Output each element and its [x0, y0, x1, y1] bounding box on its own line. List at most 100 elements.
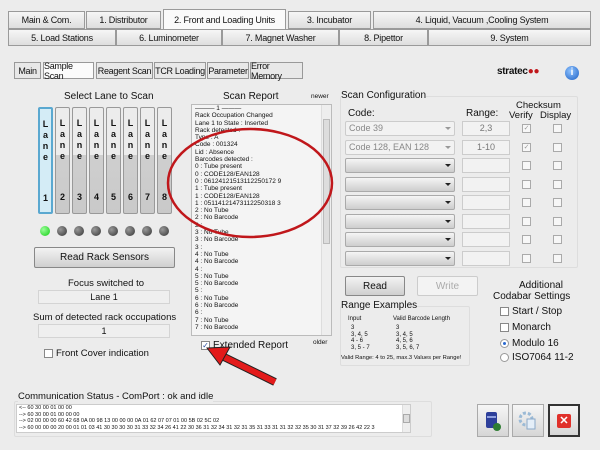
lane-letter: e	[93, 151, 99, 161]
code-select[interactable]	[345, 232, 455, 247]
verify-checkbox[interactable]	[522, 216, 531, 226]
display-checkbox[interactable]	[553, 161, 562, 170]
subtab-reagent-scan[interactable]: Reagent Scan	[96, 62, 153, 79]
subtab-tcr-loading[interactable]: TCR Loading	[154, 62, 206, 79]
scroll-thumb[interactable]	[403, 414, 410, 423]
tab-distributor[interactable]: 1. Distributor	[86, 11, 161, 29]
extended-report-checkbox[interactable]: ✓ Extended Report	[201, 340, 288, 351]
report-line: 2 :	[195, 221, 203, 229]
scan-report-list[interactable]: ——— 1 ——— Rack Occupation Changed Lane 1 t…	[191, 104, 332, 336]
tab-pipettor[interactable]: 8. Pipettor	[339, 29, 428, 46]
verify-checkbox[interactable]: ✓	[522, 142, 531, 152]
verify-checkbox[interactable]	[522, 179, 531, 189]
read-button[interactable]: Read	[345, 276, 405, 296]
tab-front-loading-units[interactable]: 2. Front and Loading Units	[163, 9, 286, 30]
range-input[interactable]	[462, 250, 510, 266]
range-input[interactable]: 2,3	[462, 121, 510, 136]
verify-checkbox[interactable]	[522, 253, 531, 263]
subtab-parameter[interactable]: Parameter	[207, 62, 249, 79]
tab-system[interactable]: 9. System	[428, 29, 591, 46]
start-stop-checkbox[interactable]: Start / Stop	[500, 306, 562, 317]
monarch-checkbox[interactable]: Monarch	[500, 322, 551, 333]
display-checkbox[interactable]	[553, 179, 562, 189]
code-select-value: Code 128, EAN 128	[349, 141, 430, 152]
code-select[interactable]	[345, 213, 455, 229]
checkbox-box	[500, 306, 509, 316]
code-select[interactable]	[345, 158, 455, 173]
range-input[interactable]	[462, 158, 510, 173]
display-checkbox[interactable]	[553, 198, 562, 207]
code-select[interactable]	[345, 250, 455, 266]
lane-letter: n	[76, 140, 83, 150]
lane-letter: n	[144, 140, 151, 150]
range-note: Valid Range: 4 to 25, max.3 Values per R…	[341, 355, 462, 361]
report-line: 2 : No Tube	[195, 207, 229, 215]
tab-main-com[interactable]: Main & Com.	[8, 11, 85, 29]
verify-checkbox[interactable]	[522, 235, 531, 244]
lane-letter: e	[144, 151, 150, 161]
red-arrow	[206, 346, 277, 386]
display-checkbox[interactable]	[553, 235, 562, 244]
code-label: Code:	[348, 108, 375, 119]
scrollbar[interactable]	[402, 405, 410, 432]
comm-log[interactable]: <-- 60 30 00 01 00 00 --> 60 30 00 01 00 …	[16, 404, 411, 433]
code-select[interactable]	[345, 195, 455, 210]
lane-7-led	[142, 226, 152, 236]
display-checkbox[interactable]	[553, 124, 562, 133]
code-select[interactable]	[345, 176, 455, 192]
display-checkbox[interactable]	[553, 253, 562, 263]
range-input[interactable]	[462, 232, 510, 247]
chevron-down-icon	[445, 145, 451, 149]
lane-5-led	[108, 226, 118, 236]
info-icon[interactable]: i	[565, 66, 579, 80]
tab-load-stations[interactable]: 5. Load Stations	[8, 29, 116, 46]
report-line: 2 : No Barcode	[195, 214, 239, 222]
subtab-error-memory[interactable]: Error Memory	[250, 61, 303, 81]
database-export-button[interactable]	[477, 404, 509, 437]
read-rack-sensors-button[interactable]: Read Rack Sensors	[34, 247, 175, 268]
lane-letter: L	[161, 118, 168, 128]
modulo16-radio[interactable]: Modulo 16	[500, 338, 559, 349]
write-button[interactable]: Write	[417, 276, 478, 296]
scrollbar[interactable]	[321, 105, 331, 335]
range-input[interactable]	[462, 213, 510, 229]
subtab-main[interactable]: Main	[14, 62, 41, 79]
report-line: 4 :	[195, 265, 203, 273]
lane-number: 7	[144, 192, 150, 202]
tab-incubator[interactable]: 3. Incubator	[288, 11, 371, 29]
display-label: Display	[540, 110, 572, 121]
display-checkbox[interactable]	[553, 216, 562, 226]
verify-checkbox[interactable]: ✓	[522, 124, 531, 133]
range-input[interactable]	[462, 176, 510, 192]
lane-letter: n	[42, 141, 49, 151]
tab-luminometer[interactable]: 6. Luminometer	[116, 29, 222, 46]
code-select[interactable]: Code 39	[345, 121, 455, 136]
verify-checkbox[interactable]	[522, 161, 531, 170]
tab-liquid-vacuum-cooling[interactable]: 4. Liquid, Vacuum ,Cooling System	[373, 11, 591, 29]
range-input[interactable]: 1-10	[462, 139, 510, 155]
lane-4-led	[91, 226, 101, 236]
lane-number: 3	[76, 192, 82, 202]
verify-checkbox[interactable]	[522, 198, 531, 207]
code-select[interactable]: Code 128, EAN 128	[345, 139, 455, 155]
range-input[interactable]	[462, 195, 510, 210]
lane-letter: n	[93, 140, 100, 150]
front-cover-checkbox[interactable]: Front Cover indication	[44, 348, 149, 359]
tab-magnet-washer[interactable]: 7. Magnet Washer	[222, 29, 339, 46]
close-button[interactable]: ✕	[548, 404, 580, 437]
scroll-thumb[interactable]	[323, 119, 330, 244]
iso7064-radio[interactable]: ISO7064 11-2	[500, 352, 574, 363]
settings-copy-button[interactable]	[512, 404, 544, 437]
report-line: 5 :	[195, 287, 203, 295]
subtab-sample-scan[interactable]: Sample Scan	[43, 61, 94, 81]
radio-dot	[500, 352, 509, 362]
display-checkbox[interactable]	[553, 142, 562, 152]
